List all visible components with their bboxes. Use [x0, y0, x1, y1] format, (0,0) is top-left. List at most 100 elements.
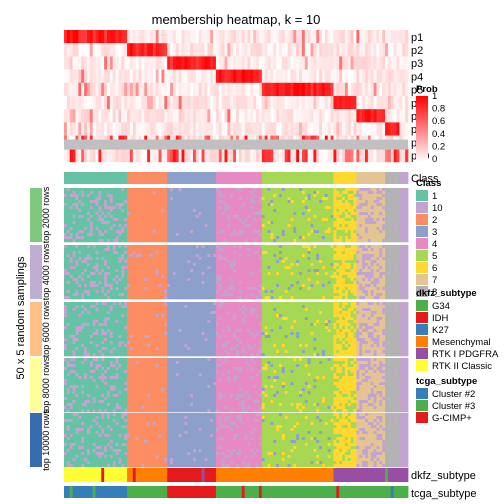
consensus-cell	[95, 257, 99, 261]
membership-cell	[213, 30, 217, 44]
consensus-cell	[301, 212, 306, 216]
consensus-cell	[155, 251, 159, 255]
consensus-cell	[233, 227, 237, 231]
membership-cell	[264, 30, 268, 44]
consensus-cell	[324, 206, 329, 210]
consensus-cell	[393, 227, 397, 231]
membership-cell	[158, 148, 162, 163]
consensus-cell	[121, 203, 125, 207]
consensus-cell	[405, 206, 409, 210]
consensus-cell	[353, 218, 357, 222]
consensus-cell	[313, 209, 317, 213]
consensus-cell	[393, 236, 397, 240]
consensus-cell	[164, 200, 168, 204]
consensus-cell	[238, 197, 243, 201]
consensus-cell	[402, 215, 406, 219]
membership-cell	[347, 43, 352, 57]
membership-cell	[221, 82, 225, 97]
consensus-cell	[112, 188, 116, 192]
consensus-cell	[198, 278, 202, 282]
consensus-cell	[95, 200, 99, 204]
class-bar-cell	[284, 172, 288, 184]
consensus-cell	[353, 230, 357, 234]
consensus-cell	[336, 197, 340, 201]
consensus-cell	[376, 212, 380, 216]
consensus-cell	[310, 272, 314, 276]
consensus-cell	[284, 263, 288, 267]
consensus-cell	[359, 215, 363, 219]
consensus-cell	[319, 218, 323, 222]
consensus-cell	[210, 272, 214, 276]
consensus-cell	[258, 245, 263, 249]
consensus-cell	[150, 254, 154, 258]
consensus-cell	[195, 224, 200, 228]
consensus-cell	[333, 206, 337, 210]
consensus-cell	[147, 209, 151, 213]
consensus-cell	[218, 266, 223, 270]
consensus-cell	[64, 260, 68, 264]
membership-cell	[387, 82, 392, 97]
consensus-cell	[213, 233, 217, 237]
consensus-cell	[273, 251, 277, 255]
consensus-cell	[69, 200, 73, 204]
membership-cell	[195, 56, 200, 70]
consensus-cell	[350, 275, 354, 279]
consensus-cell	[385, 191, 389, 195]
consensus-cell	[207, 233, 211, 237]
class-bar-cell	[279, 172, 283, 184]
consensus-cell	[107, 236, 111, 240]
membership-cell	[92, 148, 96, 163]
consensus-cell	[66, 224, 71, 228]
consensus-cell	[221, 260, 225, 264]
consensus-cell	[365, 275, 369, 279]
consensus-cell	[92, 260, 96, 264]
consensus-cell	[333, 224, 337, 228]
consensus-cell	[109, 188, 114, 192]
membership-cell	[299, 30, 303, 44]
consensus-cell	[213, 269, 217, 273]
consensus-cell	[264, 266, 268, 270]
consensus-cell	[155, 218, 159, 222]
class-bar-cell	[256, 172, 260, 184]
consensus-cell	[385, 272, 389, 276]
consensus-cell	[84, 215, 88, 219]
membership-cell	[184, 43, 188, 57]
membership-cell	[167, 109, 171, 123]
consensus-cell	[95, 230, 99, 234]
membership-cell	[333, 122, 337, 136]
consensus-cell	[66, 245, 71, 249]
consensus-cell	[161, 224, 165, 228]
consensus-cell	[367, 245, 372, 249]
consensus-cell	[181, 218, 185, 222]
consensus-cell	[279, 245, 283, 249]
class-bar-cell	[141, 172, 145, 184]
consensus-cell	[161, 269, 165, 273]
consensus-cell	[307, 239, 311, 243]
consensus-cell	[104, 251, 108, 255]
consensus-cell	[330, 197, 334, 201]
consensus-cell	[107, 245, 111, 249]
membership-cell	[129, 96, 134, 110]
consensus-cell	[127, 194, 131, 198]
consensus-cell	[322, 257, 326, 261]
consensus-cell	[287, 257, 291, 261]
membership-cell	[339, 69, 343, 83]
membership-cell	[316, 69, 320, 83]
consensus-cell	[121, 254, 125, 258]
consensus-cell	[273, 209, 277, 213]
membership-cell	[399, 30, 403, 44]
consensus-cell	[353, 263, 357, 267]
membership-cell	[333, 82, 337, 97]
consensus-cell	[304, 260, 309, 264]
consensus-cell	[347, 251, 352, 255]
consensus-cell	[101, 206, 105, 210]
consensus-cell	[201, 218, 205, 222]
membership-cell	[207, 109, 211, 123]
consensus-cell	[273, 263, 277, 267]
membership-cell	[299, 69, 303, 83]
consensus-cell	[135, 224, 139, 228]
consensus-cell	[310, 245, 314, 249]
membership-cell	[89, 82, 94, 97]
membership-cell	[342, 148, 346, 163]
membership-cell	[379, 30, 383, 44]
